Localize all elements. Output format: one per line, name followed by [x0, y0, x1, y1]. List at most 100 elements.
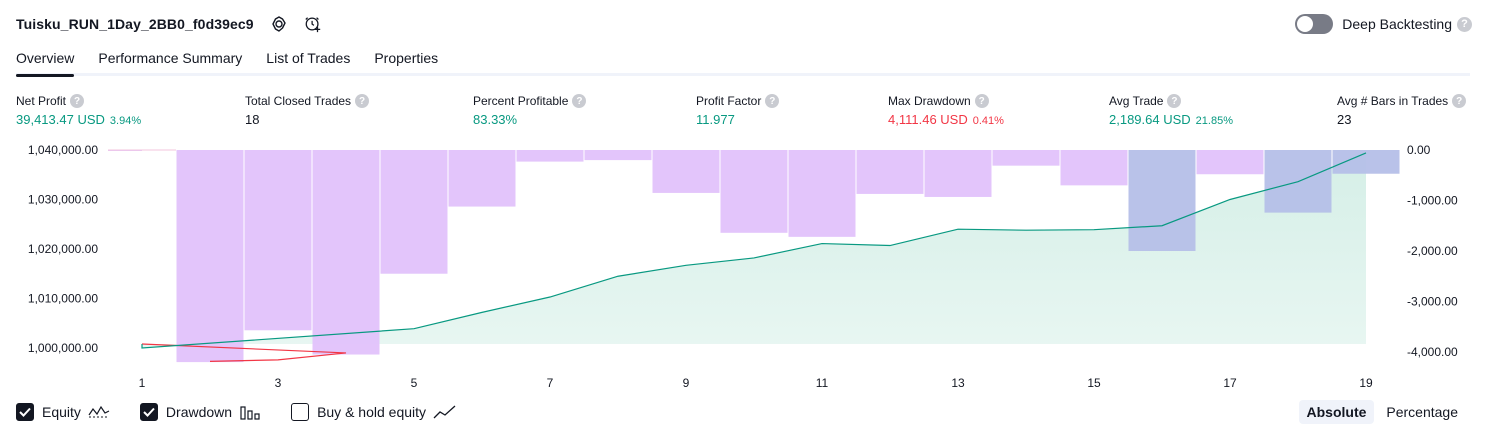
help-icon[interactable]: ? [1167, 94, 1182, 108]
help-icon[interactable]: ? [572, 94, 587, 108]
x-axis-tick: 1 [139, 376, 146, 390]
metric-value: 11.977 [696, 112, 735, 127]
bar-chart-icon [239, 404, 261, 420]
buy-hold-checkbox[interactable] [291, 403, 310, 421]
metric-value: 23 [1337, 112, 1352, 127]
left-axis-tick: 1,030,000.00 [28, 193, 98, 207]
left-axis-tick: 1,020,000.00 [28, 242, 98, 256]
strategy-header: Tuisku_RUN_1Day_2BB0_f0d39ec9 Deep Backt… [16, 10, 1472, 38]
legend-drawdown[interactable]: Drawdown [139, 403, 261, 421]
x-axis-tick: 3 [275, 376, 282, 390]
drawdown-bar [652, 150, 720, 193]
x-axis-tick: 11 [816, 376, 829, 390]
left-axis-tick: 1,000,000.00 [28, 341, 98, 355]
equity-checkbox[interactable] [16, 403, 34, 421]
equity-line-icon [88, 404, 110, 420]
metric-label: Max Drawdown [888, 94, 971, 108]
metric-label: Total Closed Trades [245, 94, 352, 108]
drawdown-bar [992, 150, 1060, 166]
metric-value: 83.33% [473, 112, 518, 127]
deep-backtesting-toggle[interactable] [1295, 14, 1334, 34]
equity-line-below [141, 343, 347, 362]
drawdown-bar [380, 150, 448, 274]
metric-avg-trade: Avg Trade? 2,189.64 USD 21.85% [1109, 93, 1233, 127]
metric-avg-bars-in-trades: Avg # Bars in Trades? 23 [1337, 93, 1467, 127]
drawdown-bar [1128, 150, 1196, 251]
metric-label: Percent Profitable [473, 94, 569, 108]
drawdown-bar [1196, 150, 1264, 175]
help-icon[interactable]: ? [1452, 94, 1467, 108]
right-axis-tick: -1,000.00 [1407, 194, 1458, 208]
x-axis-tick: 15 [1087, 376, 1101, 390]
drawdown-bar [176, 150, 244, 363]
drawdown-bar [924, 150, 992, 197]
tab-overview[interactable]: Overview [16, 48, 75, 77]
drawdown-bar [244, 150, 312, 331]
metric-label: Profit Factor [696, 94, 762, 108]
metric-net-profit: Net Profit? 39,413.47 USD 3.94% [16, 93, 141, 127]
absolute-button[interactable]: Absolute [1298, 400, 1375, 424]
left-axis-tick: 1,040,000.00 [28, 143, 98, 157]
help-icon[interactable]: ? [974, 94, 989, 108]
metric-value: 18 [245, 112, 260, 127]
metric-percent: 0.41% [972, 115, 1004, 127]
x-axis-tick: 19 [1359, 376, 1373, 390]
metric-value: 4,111.46 USD [888, 112, 968, 127]
equity-area [142, 152, 1366, 348]
report-tabs: Overview Performance Summary List of Tra… [16, 48, 1470, 77]
metric-label: Avg # Bars in Trades [1337, 94, 1449, 108]
x-axis-tick: 7 [547, 376, 554, 390]
equity-line [141, 152, 1367, 349]
help-icon[interactable]: ? [70, 94, 85, 108]
metric-percent: 3.94% [109, 115, 142, 127]
drawdown-bar [856, 150, 924, 194]
settings-icon[interactable] [270, 15, 288, 33]
metric-value: 39,413.47 USD [16, 112, 105, 127]
equity-drawdown-chart[interactable]: 1,040,000.00 1,030,000.00 1,020,000.00 1,01… [0, 138, 1486, 396]
drawdown-bar [720, 150, 788, 233]
right-axis-tick: -3,000.00 [1407, 295, 1458, 309]
x-axis-tick: 17 [1223, 376, 1237, 390]
x-axis-tick: 13 [951, 376, 965, 390]
legend-label: Equity [42, 404, 81, 420]
legend-buy-hold-equity[interactable]: Buy & hold equity [291, 403, 457, 421]
right-axis-tick: 0.00 [1407, 143, 1431, 157]
metrics-row: Net Profit? 39,413.47 USD 3.94% Total Clo… [16, 93, 1472, 133]
percentage-button[interactable]: Percentage [1386, 404, 1458, 420]
legend-equity[interactable]: Equity [16, 403, 110, 421]
right-axis-tick: -2,000.00 [1407, 244, 1458, 258]
x-axis-tick: 9 [683, 376, 690, 390]
drawdown-bar [312, 150, 380, 355]
drawdown-checkbox[interactable] [139, 403, 158, 421]
metric-label: Net Profit [16, 94, 67, 108]
right-axis-tick: -4,000.00 [1407, 345, 1458, 359]
metric-label: Avg Trade [1109, 94, 1164, 108]
tab-performance-summary[interactable]: Performance Summary [98, 50, 243, 66]
tab-properties[interactable]: Properties [374, 50, 439, 66]
toggle-knob [1297, 16, 1314, 32]
metric-max-drawdown: Max Drawdown? 4,111.46 USD 0.41% [888, 93, 1004, 127]
legend-label: Drawdown [165, 404, 233, 420]
x-axis-tick: 5 [411, 376, 418, 390]
add-alert-icon[interactable] [304, 15, 322, 33]
strategy-name: Tuisku_RUN_1Day_2BB0_f0d39ec9 [16, 16, 254, 32]
deep-backtesting-label: Deep Backtesting [1342, 16, 1452, 32]
left-axis-tick: 1,010,000.00 [28, 292, 98, 306]
value-mode-switch: Absolute Percentage [1295, 400, 1467, 424]
drawdown-bar [1332, 150, 1400, 174]
help-icon[interactable]: ? [355, 94, 370, 108]
drawdown-bar [516, 150, 584, 162]
deep-backtesting: Deep Backtesting ? [1295, 14, 1472, 34]
drawdown-bar [584, 150, 652, 161]
help-icon[interactable]: ? [1457, 16, 1472, 32]
help-icon[interactable]: ? [765, 94, 780, 108]
metric-value: 2,189.64 USD [1109, 112, 1191, 127]
tab-list-of-trades[interactable]: List of Trades [266, 50, 351, 66]
metric-percent-profitable: Percent Profitable? 83.33% [473, 93, 587, 127]
drawdown-bar [788, 150, 856, 237]
drawdown-bar [448, 150, 516, 207]
legend-label: Buy & hold equity [317, 404, 427, 420]
metric-profit-factor: Profit Factor? 11.977 [696, 93, 780, 127]
trend-line-icon [433, 404, 457, 420]
drawdown-bar [1060, 150, 1128, 186]
